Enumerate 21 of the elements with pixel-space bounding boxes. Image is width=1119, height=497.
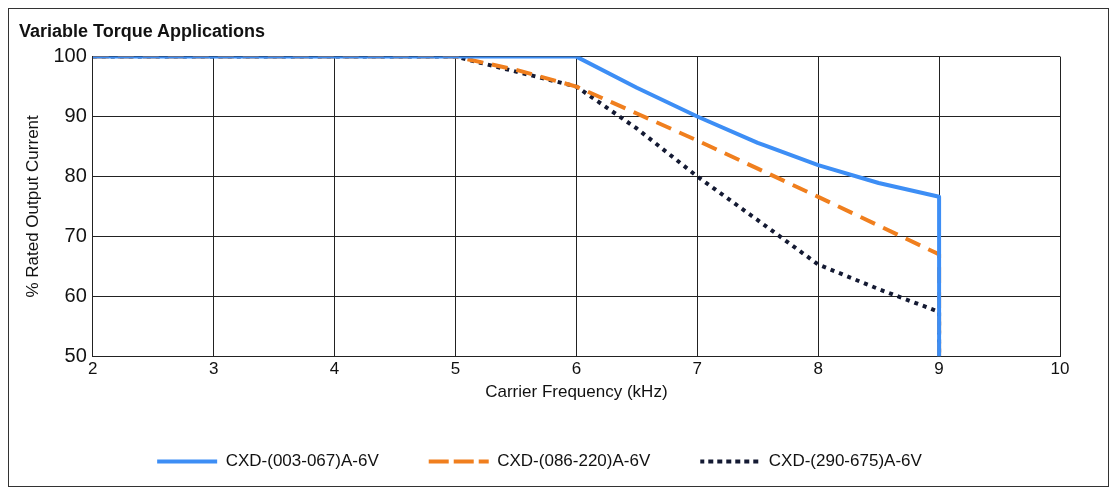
x-tick-label: 4 [329,359,340,379]
y-tick-label: 70 [64,223,87,246]
y-tick-label: 90 [64,104,87,127]
y-tick-label: 50 [64,343,87,366]
chart-title: Variable Torque Applications [19,20,266,41]
legend-label: CXD-(290-675)A-6V [768,451,923,471]
y-axis-title: % Rated Output Current [22,114,42,298]
legend-label: CXD-(003-067)A-6V [225,451,380,471]
x-tick-label: 5 [450,359,461,379]
x-tick-label: 10 [1050,359,1070,379]
x-tick-label: 3 [208,359,219,379]
x-tick-label: 7 [692,359,703,379]
legend-label: CXD-(086-220)A-6V [497,451,651,471]
x-tick-label: 6 [571,359,582,379]
x-tick-label: 2 [88,359,98,379]
y-tick-label: 60 [64,283,87,306]
y-tick-label: 80 [64,163,87,186]
x-axis-title: Carrier Frequency (kHz) [485,382,668,402]
y-tick-label: 100 [53,44,87,67]
x-tick-label: 9 [934,359,944,379]
x-tick-label: 8 [813,359,823,379]
